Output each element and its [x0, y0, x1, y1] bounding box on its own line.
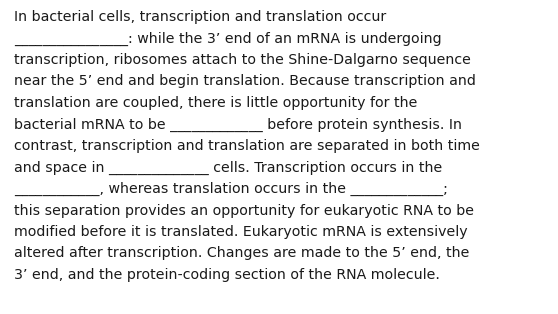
Text: and space in ______________ cells. Transcription occurs in the: and space in ______________ cells. Trans… [14, 160, 442, 175]
Text: In bacterial cells, transcription and translation occur: In bacterial cells, transcription and tr… [14, 10, 386, 24]
Text: transcription, ribosomes attach to the Shine-Dalgarno sequence: transcription, ribosomes attach to the S… [14, 53, 471, 67]
Text: modified before it is translated. Eukaryotic mRNA is extensively: modified before it is translated. Eukary… [14, 225, 468, 239]
Text: ____________, whereas translation occurs in the _____________;: ____________, whereas translation occurs… [14, 182, 448, 196]
Text: near the 5’ end and begin translation. Because transcription and: near the 5’ end and begin translation. B… [14, 74, 476, 89]
Text: bacterial mRNA to be _____________ before protein synthesis. In: bacterial mRNA to be _____________ befor… [14, 117, 462, 132]
Text: this separation provides an opportunity for eukaryotic RNA to be: this separation provides an opportunity … [14, 203, 474, 218]
Text: ________________: while the 3’ end of an mRNA is undergoing: ________________: while the 3’ end of an… [14, 31, 441, 46]
Text: altered after transcription. Changes are made to the 5’ end, the: altered after transcription. Changes are… [14, 246, 469, 261]
Text: 3’ end, and the protein-coding section of the RNA molecule.: 3’ end, and the protein-coding section o… [14, 268, 440, 282]
Text: contrast, transcription and translation are separated in both time: contrast, transcription and translation … [14, 139, 480, 153]
Text: translation are coupled, there is little opportunity for the: translation are coupled, there is little… [14, 96, 417, 110]
